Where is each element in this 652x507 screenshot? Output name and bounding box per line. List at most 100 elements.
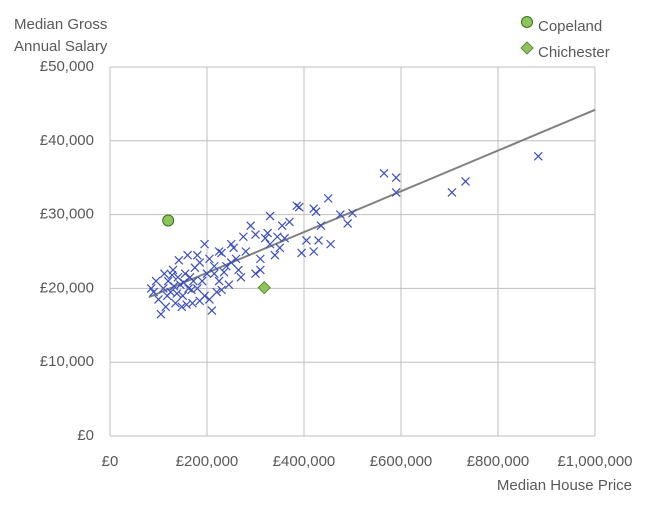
point-stroke xyxy=(188,298,197,308)
point xyxy=(251,269,260,279)
point xyxy=(178,291,188,301)
point xyxy=(246,221,256,231)
point-stroke xyxy=(231,254,241,264)
point xyxy=(231,254,241,264)
point-stroke xyxy=(190,263,200,273)
point-stroke xyxy=(263,228,273,238)
point xyxy=(184,283,193,293)
point xyxy=(159,269,169,279)
point xyxy=(209,269,219,279)
point-stroke xyxy=(272,232,282,242)
point-stroke xyxy=(221,261,231,271)
point-stroke xyxy=(241,247,251,256)
point-stroke xyxy=(162,291,172,301)
point xyxy=(391,173,401,183)
point-stroke xyxy=(246,221,256,231)
point xyxy=(234,265,243,275)
point xyxy=(200,239,209,249)
point xyxy=(192,250,202,260)
point-stroke xyxy=(285,217,294,227)
point-stroke xyxy=(314,236,323,245)
point-stroke xyxy=(533,151,543,161)
point-stroke xyxy=(461,176,470,186)
point xyxy=(309,247,319,256)
point-stroke xyxy=(179,278,189,287)
point-stroke xyxy=(214,247,224,256)
point xyxy=(348,208,357,218)
point-stroke xyxy=(156,309,166,319)
point-stroke xyxy=(265,239,275,249)
point xyxy=(275,243,285,253)
point xyxy=(314,236,323,245)
point-stroke xyxy=(251,230,260,239)
point xyxy=(533,151,543,161)
point-stroke xyxy=(255,254,265,264)
point xyxy=(214,247,224,256)
point xyxy=(174,255,184,265)
point xyxy=(241,247,251,256)
point-stroke xyxy=(146,283,156,293)
point-stroke xyxy=(212,287,222,297)
point xyxy=(280,233,290,243)
point-stroke xyxy=(174,255,184,265)
point-stroke xyxy=(302,236,311,245)
point-stroke xyxy=(255,265,265,275)
point xyxy=(195,296,205,306)
point xyxy=(172,289,182,298)
y-tick-label: £0 xyxy=(77,427,94,444)
point xyxy=(188,276,198,286)
x-tick-label: £0 xyxy=(102,453,119,470)
point-stroke xyxy=(192,250,202,260)
point-stroke xyxy=(172,289,182,298)
point xyxy=(311,207,321,217)
point xyxy=(183,250,193,260)
point xyxy=(224,280,234,290)
point xyxy=(272,232,282,242)
point-stroke xyxy=(205,254,214,264)
point-stroke xyxy=(154,295,163,304)
point xyxy=(226,258,236,267)
point xyxy=(217,248,226,258)
point xyxy=(221,261,231,271)
point xyxy=(202,269,212,279)
point-stroke xyxy=(214,276,224,286)
point xyxy=(236,272,246,282)
point-stroke xyxy=(187,285,196,295)
point-stroke xyxy=(294,202,304,212)
y-tick-label: £30,000 xyxy=(40,206,94,223)
point xyxy=(255,254,265,264)
point xyxy=(205,295,214,304)
point xyxy=(391,188,401,197)
point xyxy=(188,298,197,308)
point-stroke xyxy=(167,270,177,280)
point-stroke xyxy=(217,285,226,295)
point-stroke xyxy=(316,221,326,231)
point xyxy=(292,201,302,211)
x-tick-label: £200,000 xyxy=(176,453,239,470)
point xyxy=(461,176,470,186)
point xyxy=(205,254,214,264)
legend-label: Copeland xyxy=(538,18,602,35)
point xyxy=(323,193,333,203)
point-stroke xyxy=(224,280,234,290)
point-stroke xyxy=(391,173,401,183)
point xyxy=(158,283,168,293)
point xyxy=(209,261,219,271)
point-stroke xyxy=(171,298,180,308)
point-stroke xyxy=(219,267,229,277)
point-stroke xyxy=(192,283,202,293)
point-stroke xyxy=(348,208,357,218)
point xyxy=(257,280,271,295)
point xyxy=(179,278,189,287)
point-stroke xyxy=(173,272,183,282)
point xyxy=(251,230,260,239)
point-stroke xyxy=(183,250,193,260)
point-stroke xyxy=(188,276,198,286)
point-stroke xyxy=(182,300,192,310)
point-stroke xyxy=(184,283,193,293)
point xyxy=(265,239,275,249)
y-axis-label: Annual Salary xyxy=(14,38,108,55)
point-stroke xyxy=(205,295,214,304)
point xyxy=(156,309,166,319)
point xyxy=(190,263,200,273)
